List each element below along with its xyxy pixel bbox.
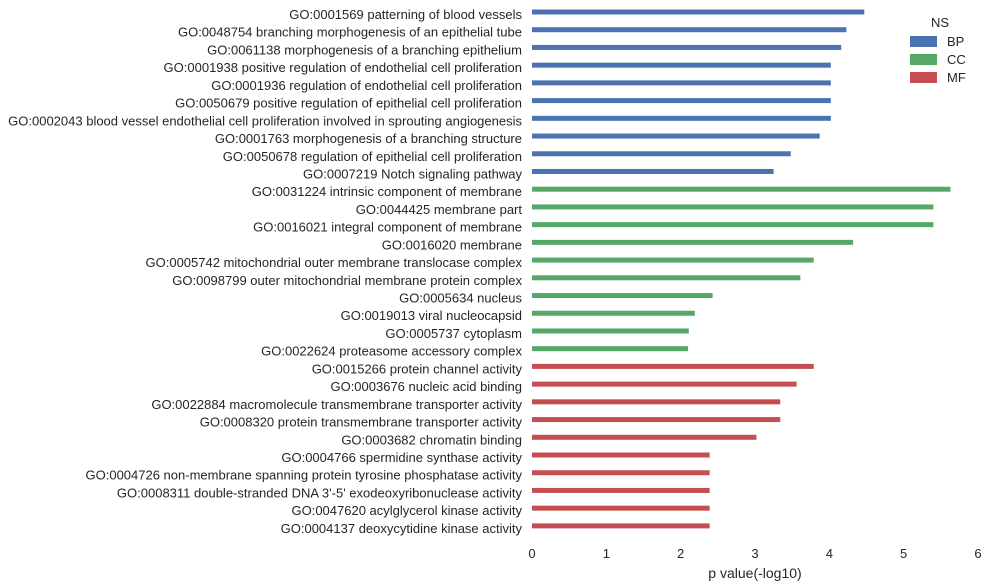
bar-bp-4 (532, 62, 831, 68)
bar-bp-7 (532, 115, 831, 121)
category-label: GO:0098799 outer mitochondrial membrane … (172, 273, 522, 288)
category-label: GO:0008311 double-stranded DNA 3'-5' exo… (117, 485, 523, 500)
bar-mf-30 (532, 523, 710, 529)
bar-cc-18 (532, 310, 695, 316)
bar-group (532, 9, 951, 529)
bar-bp-3 (532, 44, 842, 50)
category-label: GO:0002043 blood vessel endothelial cell… (8, 113, 522, 128)
category-label: GO:0008320 protein transmembrane transpo… (200, 415, 523, 430)
legend-swatch-mf (910, 72, 937, 83)
bar-bp-10 (532, 168, 774, 174)
bar-bp-5 (532, 80, 831, 86)
category-label: GO:0001763 morphogenesis of a branching … (215, 131, 522, 146)
x-tick-label: 5 (900, 546, 907, 561)
bar-cc-15 (532, 257, 814, 263)
category-label: GO:0019013 viral nucleocapsid (341, 308, 522, 323)
category-label: GO:0001938 positive regulation of endoth… (164, 60, 522, 75)
bar-cc-16 (532, 275, 801, 281)
bar-bp-9 (532, 151, 791, 157)
bar-mf-27 (532, 470, 710, 476)
legend: NS BP CC MF (910, 15, 966, 85)
x-tick-label: 2 (677, 546, 684, 561)
x-axis-title: p value(-log10) (708, 565, 801, 581)
bar-mf-26 (532, 452, 710, 458)
bar-cc-14 (532, 239, 854, 245)
x-tick-label: 4 (826, 546, 833, 561)
category-label: GO:0015266 protein channel activity (312, 361, 523, 376)
legend-items: BP CC MF (910, 34, 966, 85)
category-label: GO:0005742 mitochondrial outer membrane … (146, 255, 523, 270)
category-label: GO:0061138 morphogenesis of a branching … (207, 42, 522, 57)
bar-mf-25 (532, 434, 757, 440)
category-label: GO:0005634 nucleus (399, 291, 522, 306)
category-label: GO:0001569 patterning of blood vessels (289, 7, 522, 22)
bar-bp-1 (532, 9, 865, 15)
category-label: GO:0022884 macromolecule transmembrane t… (151, 397, 522, 412)
category-label: GO:0005737 cytoplasm (385, 326, 522, 341)
bar-cc-19 (532, 328, 689, 334)
category-label: GO:0004766 spermidine synthase activity (281, 450, 522, 465)
bar-bp-8 (532, 133, 820, 139)
bar-cc-17 (532, 293, 713, 299)
category-label: GO:0003682 chromatin binding (341, 432, 522, 447)
bar-mf-22 (532, 381, 797, 387)
legend-label-bp: BP (947, 34, 964, 49)
category-label: GO:0050678 regulation of epithelial cell… (223, 149, 522, 164)
x-tick-label: 3 (751, 546, 758, 561)
bar-mf-29 (532, 505, 710, 511)
bar-mf-23 (532, 399, 781, 405)
category-label: GO:0004726 non-membrane spanning protein… (86, 468, 523, 483)
category-label: GO:0016021 integral component of membran… (253, 220, 522, 235)
category-label: GO:0044425 membrane part (356, 202, 523, 217)
category-label: GO:0047620 acylglycerol kinase activity (291, 503, 522, 518)
bar-mf-21 (532, 363, 814, 369)
bar-cc-20 (532, 346, 689, 352)
category-label: GO:0022624 proteasome accessory complex (261, 344, 522, 359)
category-label: GO:0007219 Notch signaling pathway (303, 166, 522, 181)
x-tick-label: 1 (603, 546, 610, 561)
bar-mf-24 (532, 417, 781, 423)
legend-swatch-bp (910, 36, 937, 47)
category-label: GO:0004137 deoxycytidine kinase activity (281, 521, 523, 536)
bar-cc-11 (532, 186, 951, 192)
bar-bp-2 (532, 27, 847, 33)
x-tick-label: 0 (528, 546, 535, 561)
category-label: GO:0050679 positive regulation of epithe… (175, 96, 522, 111)
x-axis-ticks: 0 1 2 3 4 5 6 (528, 546, 981, 561)
category-label: GO:0031224 intrinsic component of membra… (252, 184, 522, 199)
category-label: GO:0048754 branching morphogenesis of an… (178, 25, 522, 40)
bar-mf-28 (532, 487, 710, 493)
legend-label-mf: MF (947, 70, 966, 85)
category-label: GO:0001936 regulation of endothelial cel… (211, 78, 522, 93)
bar-cc-12 (532, 204, 934, 210)
legend-label-cc: CC (947, 52, 966, 67)
category-label: GO:0016020 membrane (382, 237, 522, 252)
legend-swatch-cc (910, 54, 937, 65)
category-labels: GO:0001569 patterning of blood vessels GO… (8, 7, 522, 536)
bar-bp-6 (532, 98, 831, 104)
legend-title: NS (931, 15, 949, 30)
bar-cc-13 (532, 222, 934, 228)
category-label: GO:0003676 nucleic acid binding (330, 379, 522, 394)
x-tick-label: 6 (974, 546, 981, 561)
